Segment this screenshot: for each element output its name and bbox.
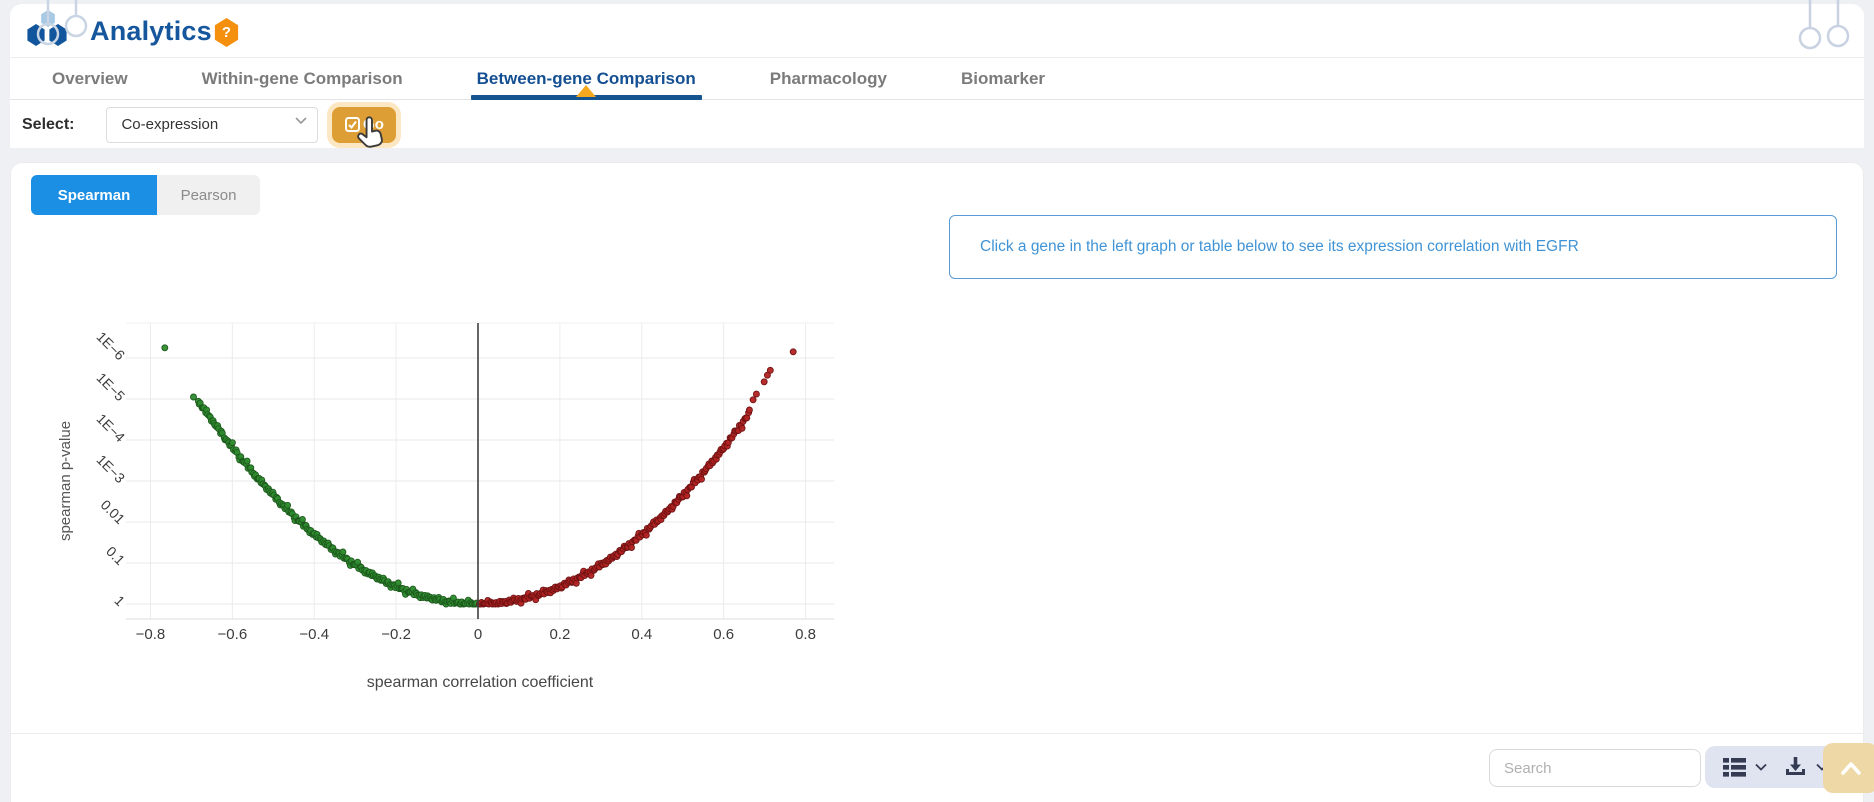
svg-text:1: 1	[111, 592, 128, 609]
svg-text:0.1: 0.1	[103, 543, 128, 568]
svg-text:−0.2: −0.2	[381, 626, 411, 643]
svg-text:0.01: 0.01	[98, 497, 129, 528]
svg-text:−0.8: −0.8	[136, 626, 166, 643]
svg-text:0: 0	[474, 626, 482, 643]
tab-label: Overview	[52, 68, 128, 88]
go-button-label: Go	[363, 116, 384, 133]
panel-divider	[11, 733, 1863, 734]
go-button[interactable]: Go	[332, 106, 397, 143]
correlation-toggle: Spearman Pearson	[31, 175, 260, 215]
svg-text:1E−5: 1E−5	[93, 369, 128, 404]
svg-text:spearman p-value: spearman p-value	[57, 421, 74, 541]
analysis-select[interactable]: Co-expression	[106, 106, 319, 143]
info-message-text: Click a gene in the left graph or table …	[980, 238, 1579, 255]
tab-biomarker[interactable]: Biomarker	[961, 58, 1045, 99]
tab-between-gene-comparison[interactable]: Between-gene Comparison	[470, 58, 702, 100]
pearson-toggle-button[interactable]: Pearson	[157, 175, 260, 215]
svg-text:0.4: 0.4	[631, 626, 652, 643]
help-icon[interactable]: ?	[214, 18, 239, 47]
tab-pharmacology[interactable]: Pharmacology	[770, 58, 887, 99]
svg-text:0.8: 0.8	[795, 626, 816, 643]
header: Analytics ? Overview Within-gene Comparis…	[10, 4, 1864, 148]
tab-label: Biomarker	[960, 68, 1046, 88]
svg-text:−0.6: −0.6	[218, 626, 248, 643]
tab-label: Between-gene Comparison	[476, 68, 696, 88]
chevron-up-icon	[1840, 762, 1861, 775]
chevron-down-icon[interactable]	[1754, 763, 1767, 771]
tabs: Overview Within-gene Comparison Between-ge…	[52, 58, 1045, 100]
search-input[interactable]	[1489, 749, 1701, 787]
svg-text:1E−6: 1E−6	[93, 328, 128, 363]
svg-text:spearman correlation coefficie: spearman correlation coefficient	[367, 674, 594, 691]
svg-text:1E−3: 1E−3	[93, 451, 128, 486]
select-row: Select: Co-expression Go	[10, 101, 1864, 148]
table-view-controls	[1705, 746, 1845, 788]
analysis-select-value: Co-expression	[121, 116, 219, 133]
scroll-top-button[interactable]	[1823, 743, 1874, 793]
svg-text:0.6: 0.6	[713, 626, 734, 643]
logo-row: Analytics ?	[10, 4, 1864, 57]
app-logo-icon	[25, 10, 79, 56]
download-icon[interactable]	[1784, 756, 1807, 778]
select-label: Select:	[22, 115, 75, 133]
page-title: Analytics	[90, 16, 212, 46]
tab-overview[interactable]: Overview	[52, 58, 128, 99]
tab-label: Pharmacology	[769, 68, 887, 88]
table-view-icon[interactable]	[1722, 757, 1746, 777]
info-message-box: Click a gene in the left graph or table …	[949, 215, 1837, 279]
tab-label: Within-gene Comparison	[201, 68, 403, 88]
spearman-toggle-button[interactable]: Spearman	[31, 175, 157, 215]
tab-bar: Overview Within-gene Comparison Between-ge…	[10, 57, 1864, 100]
chevron-down-icon	[295, 116, 308, 124]
svg-text:−0.4: −0.4	[299, 626, 329, 643]
volcano-scatter-plot[interactable]: −0.8 −0.6 −0.4 −0.2 0 0.2 0.4 0.6 0.8 1 0.1 0.01 1E−…	[56, 315, 856, 713]
svg-text:1E−4: 1E−4	[93, 410, 128, 445]
checkbox-check-icon	[345, 117, 361, 132]
svg-text:0.2: 0.2	[549, 626, 570, 643]
tab-within-gene-comparison[interactable]: Within-gene Comparison	[202, 58, 403, 99]
main-panel: Spearman Pearson Click a gene in the lef…	[10, 162, 1874, 802]
